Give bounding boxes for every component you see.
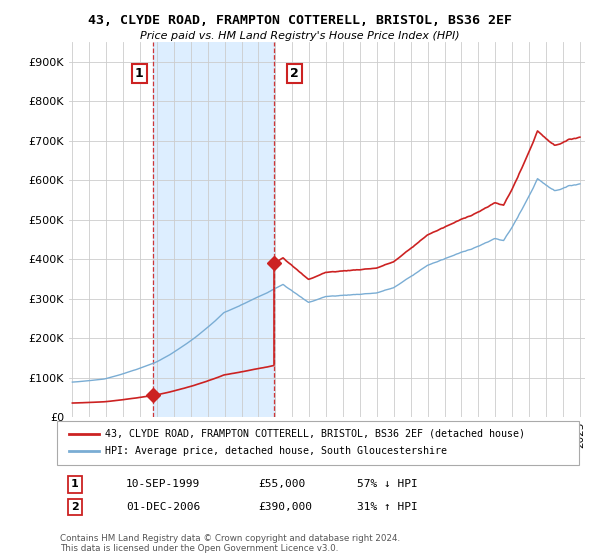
Bar: [153, 42, 274, 417]
Text: 43, CLYDE ROAD, FRAMPTON COTTERELL, BRISTOL, BS36 2EF (detached house): 43, CLYDE ROAD, FRAMPTON COTTERELL, BRIS…: [105, 429, 525, 439]
Text: 1: 1: [135, 67, 143, 80]
Text: 31% ↑ HPI: 31% ↑ HPI: [357, 502, 418, 512]
Text: HPI: Average price, detached house, South Gloucestershire: HPI: Average price, detached house, Sout…: [105, 446, 447, 456]
Text: 57% ↓ HPI: 57% ↓ HPI: [357, 479, 418, 489]
Text: 10-SEP-1999: 10-SEP-1999: [126, 479, 200, 489]
Text: 2: 2: [71, 502, 79, 512]
Text: 2: 2: [290, 67, 299, 80]
Text: 01-DEC-2006: 01-DEC-2006: [126, 502, 200, 512]
Text: Price paid vs. HM Land Registry's House Price Index (HPI): Price paid vs. HM Land Registry's House …: [140, 31, 460, 41]
Text: £55,000: £55,000: [258, 479, 305, 489]
Text: 1: 1: [71, 479, 79, 489]
Text: £390,000: £390,000: [258, 502, 312, 512]
Text: Contains HM Land Registry data © Crown copyright and database right 2024.
This d: Contains HM Land Registry data © Crown c…: [60, 534, 400, 553]
Text: 43, CLYDE ROAD, FRAMPTON COTTERELL, BRISTOL, BS36 2EF: 43, CLYDE ROAD, FRAMPTON COTTERELL, BRIS…: [88, 14, 512, 27]
